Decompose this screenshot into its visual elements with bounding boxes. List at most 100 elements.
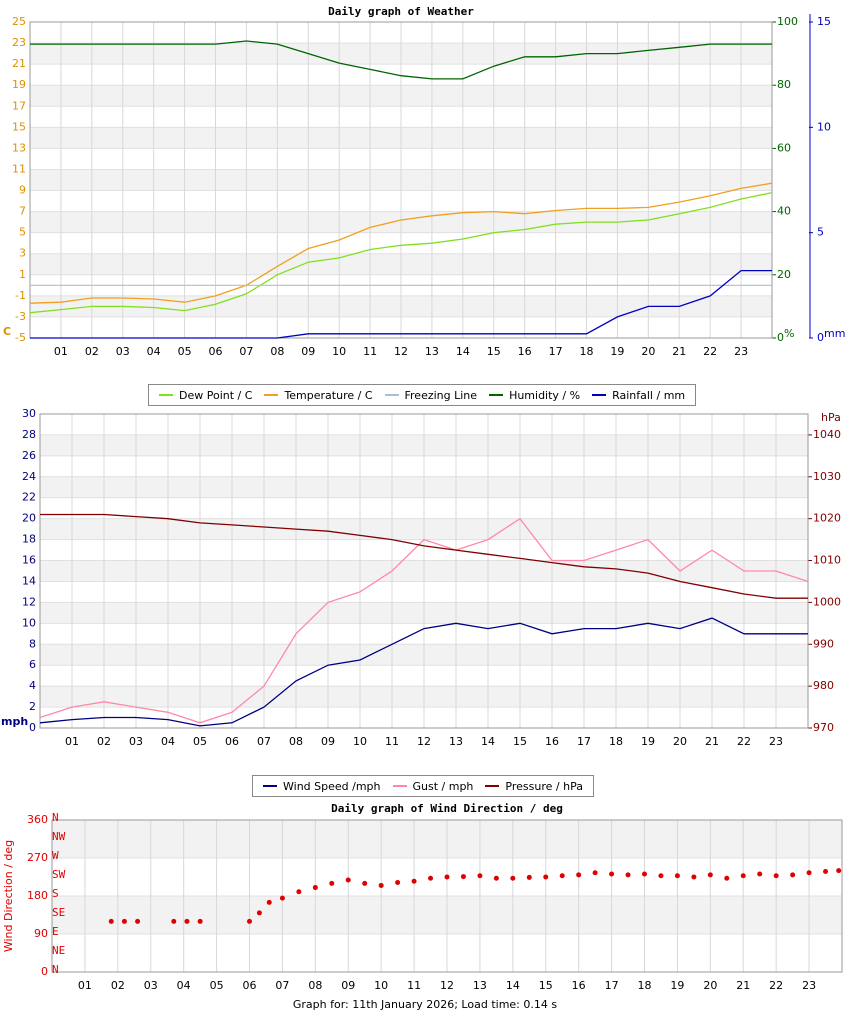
y-tick-label: 23 xyxy=(12,36,26,49)
legend-label: Freezing Line xyxy=(404,388,478,402)
x-tick-label: 08 xyxy=(308,979,322,992)
point xyxy=(312,885,318,891)
chart-title: Daily graph of Wind Direction / deg xyxy=(331,802,563,815)
legend-swatch xyxy=(263,785,277,787)
y-tick-label: 14 xyxy=(22,574,36,587)
point xyxy=(171,918,177,924)
y-tick-label: 22 xyxy=(22,491,36,504)
point xyxy=(658,873,664,879)
legend-swatch xyxy=(264,394,279,396)
legend-label: Wind Speed /mph xyxy=(283,779,381,793)
chart-title: Daily graph of Weather xyxy=(328,5,474,18)
y-tick-label: 2 xyxy=(29,700,36,713)
y2-tick-label: 970 xyxy=(813,721,834,734)
point xyxy=(609,871,615,877)
point xyxy=(543,874,549,880)
x-tick-label: 18 xyxy=(580,345,594,358)
point xyxy=(526,874,532,880)
y-tick-label: 360 xyxy=(27,813,48,826)
legend-label: Humidity / % xyxy=(509,388,581,402)
x-tick-label: 23 xyxy=(769,735,783,748)
legend-item: Pressure / hPa xyxy=(485,780,583,793)
x-tick-label: 01 xyxy=(65,735,79,748)
legend-label: Temperature / C xyxy=(284,388,373,402)
compass-label: SW xyxy=(52,868,66,881)
x-tick-label: 13 xyxy=(449,735,463,748)
x-tick-label: 17 xyxy=(549,345,563,358)
legend-label: Pressure / hPa xyxy=(505,779,583,793)
x-tick-label: 07 xyxy=(275,979,289,992)
y-tick-label: 9 xyxy=(19,184,26,197)
y-tick-label: 270 xyxy=(27,851,48,864)
y2-tick-label: 5 xyxy=(817,226,824,239)
compass-label: W xyxy=(52,849,59,862)
x-tick-label: 19 xyxy=(610,345,624,358)
point xyxy=(378,882,384,888)
point xyxy=(197,918,203,924)
y2-tick-label: 10 xyxy=(817,120,831,133)
x-tick-label: 09 xyxy=(301,345,315,358)
x-tick-label: 03 xyxy=(144,979,158,992)
point xyxy=(444,874,450,880)
legend-swatch xyxy=(384,394,399,396)
x-tick-label: 02 xyxy=(85,345,99,358)
y-tick-label: 5 xyxy=(19,226,26,239)
y-axis-label: C xyxy=(3,325,11,338)
series-line xyxy=(40,513,808,599)
x-tick-label: 19 xyxy=(641,735,655,748)
y2-tick-label: 980 xyxy=(813,679,834,692)
point xyxy=(592,870,598,876)
y-tick-label: 180 xyxy=(27,889,48,902)
x-tick-label: 04 xyxy=(177,979,191,992)
y-tick-label: -1 xyxy=(15,289,26,302)
x-tick-label: 11 xyxy=(385,735,399,748)
x-tick-label: 13 xyxy=(425,345,439,358)
y-tick-label: 11 xyxy=(12,162,26,175)
legend-swatch xyxy=(489,394,504,396)
point xyxy=(510,875,516,881)
compass-label: NW xyxy=(52,830,66,843)
x-tick-label: 17 xyxy=(605,979,619,992)
y-tick-label: 28 xyxy=(22,428,36,441)
y-tick-label: 10 xyxy=(22,616,36,629)
point xyxy=(576,872,582,878)
point xyxy=(757,871,763,877)
legend-item: Gust / mph xyxy=(392,779,474,793)
x-tick-label: 22 xyxy=(769,979,783,992)
point xyxy=(121,918,127,924)
point xyxy=(707,872,713,878)
x-tick-label: 01 xyxy=(54,345,68,358)
legend-label: Gust / mph xyxy=(412,779,474,793)
x-tick-label: 18 xyxy=(638,979,652,992)
point xyxy=(806,870,812,876)
y2-tick-label: 15 xyxy=(817,15,831,28)
x-tick-label: 21 xyxy=(736,979,750,992)
x-tick-label: 16 xyxy=(545,735,559,748)
x-tick-label: 16 xyxy=(572,979,586,992)
x-tick-label: 07 xyxy=(239,345,253,358)
y-tick-label: -3 xyxy=(15,310,26,323)
point xyxy=(296,889,302,895)
y-tick-label: 15 xyxy=(12,120,26,133)
legend: Dew Point / C Temperature / C Freezing Lin… xyxy=(148,384,697,406)
point xyxy=(345,877,351,883)
y2-tick-label: 20 xyxy=(777,268,791,281)
series-line xyxy=(39,617,808,727)
y-tick-label: 3 xyxy=(19,247,26,260)
y2-tick-label: 1000 xyxy=(813,595,841,608)
point xyxy=(724,875,730,881)
x-tick-label: 21 xyxy=(705,735,719,748)
y-tick-label: 18 xyxy=(22,533,36,546)
point xyxy=(642,871,647,877)
y2-axis-label: % xyxy=(784,327,794,340)
y-axis-label: Wind Direction / deg xyxy=(2,840,15,952)
point xyxy=(256,910,262,916)
y2-tick-label: 1040 xyxy=(813,428,841,441)
compass-label: N xyxy=(52,811,59,824)
legend-swatch xyxy=(392,785,407,787)
x-tick-label: 10 xyxy=(332,345,346,358)
point xyxy=(773,873,779,879)
x-tick-label: 12 xyxy=(394,345,408,358)
point xyxy=(740,873,746,879)
point xyxy=(428,875,434,881)
